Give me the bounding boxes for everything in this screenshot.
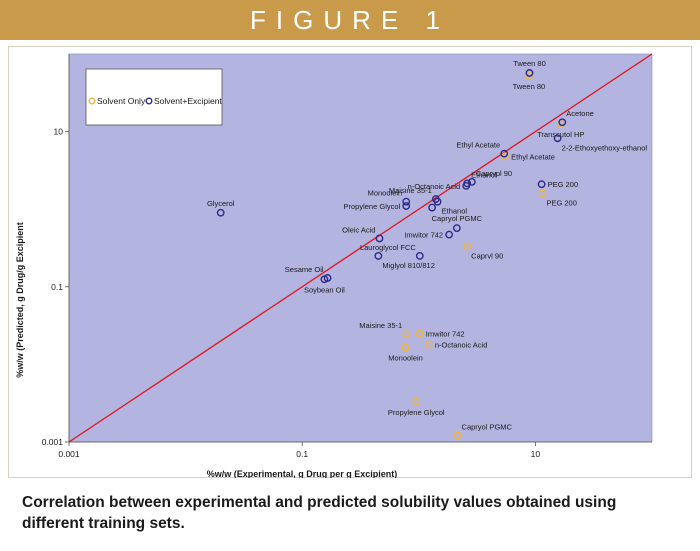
point-solvent-excipient-10 xyxy=(402,202,411,210)
point-label-solvent-excipient-9: Monoolein xyxy=(368,189,403,198)
point-solvent-only-4 xyxy=(463,242,472,251)
point-solvent-excipient-4 xyxy=(537,180,546,189)
point-label-solvent-excipient-4: PEG 200 xyxy=(548,180,578,189)
point-label-solvent-excipient-0: Tween 80 xyxy=(513,59,546,68)
point-label-solvent-excipient-6: Ethanol xyxy=(471,170,497,179)
figure-banner: FIGURE 1 xyxy=(0,0,700,40)
point-label-solvent-only-4: Caprvl 90 xyxy=(471,252,503,261)
y-tick-label-1: 0.1 xyxy=(51,282,63,292)
scatter-chart: 0.001 0.1 10 0.001 0.1 10 Tween 80 Transcutol H… xyxy=(15,53,653,478)
point-solvent-excipient-15 xyxy=(445,230,454,239)
legend-marker-solvent-excipient xyxy=(145,97,153,105)
point-label-solvent-only-0: Tween 80 xyxy=(513,82,546,91)
figure-caption: Correlation between experimental and pre… xyxy=(22,494,617,532)
point-solvent-only-6 xyxy=(415,329,424,338)
y-tick-label-0: 0.001 xyxy=(42,437,64,447)
legend-marker-solvent-only xyxy=(88,97,96,105)
point-label-solvent-excipient-13: Glycerol xyxy=(207,199,235,208)
point-label-solvent-excipient-2: 2-2-Ethoxyethoxy-ethanol xyxy=(562,143,648,152)
point-solvent-only-0 xyxy=(525,72,533,80)
y-axis-label: %w/w (Predicted, g Drug/g Excipient xyxy=(15,222,25,378)
point-solvent-excipient-12 xyxy=(428,203,436,212)
point-solvent-only-5 xyxy=(402,330,411,339)
point-solvent-excipient-0 xyxy=(525,69,534,77)
point-label-solvent-only-3: PEG 200 xyxy=(546,198,576,207)
y-tick-label-2: 10 xyxy=(54,127,64,137)
point-solvent-only-1 xyxy=(556,120,565,128)
point-label-solvent-only-10: Capryol PGMC xyxy=(462,422,513,431)
point-label-solvent-excipient-17: Lauroglycol FCC xyxy=(360,243,416,252)
point-solvent-excipient-13 xyxy=(216,208,225,217)
figure-title: FIGURE 1 xyxy=(250,4,450,35)
point-label-solvent-excipient-19: Sesame Oil xyxy=(285,265,324,274)
point-solvent-excipient-20 xyxy=(320,275,329,284)
point-solvent-excipient-2 xyxy=(553,134,562,143)
x-axis-label: %w/w (Experimental, g Drug per g Excipie… xyxy=(207,469,398,478)
point-solvent-excipient-17 xyxy=(415,252,424,260)
point-label-solvent-only-9: Propylene Glycol xyxy=(388,408,445,417)
legend-label-solvent-only: Solvent Only xyxy=(97,96,146,106)
point-solvent-excipient-5 xyxy=(467,177,476,186)
legend-box xyxy=(85,68,223,126)
legend: Solvent Only Solvent+Excipient xyxy=(85,68,223,126)
point-solvent-only-9 xyxy=(412,397,421,406)
point-solvent-only-3 xyxy=(538,189,547,198)
point-solvent-only-7 xyxy=(401,343,410,352)
point-solvent-only-10 xyxy=(453,431,462,440)
x-tick-label-2: 10 xyxy=(531,449,541,459)
point-label-solvent-excipient-14: Capryol PGMC xyxy=(432,214,483,223)
point-label-solvent-excipient-3: Ethyl Acetate xyxy=(456,141,500,150)
x-tick-label-0: 0.001 xyxy=(58,449,80,459)
point-solvent-excipient-7 xyxy=(462,181,471,190)
point-label-solvent-only-1: Transcutol HP xyxy=(537,130,584,139)
point-solvent-excipient-3 xyxy=(500,149,509,158)
point-solvent-excipient-14 xyxy=(452,224,461,233)
point-label-solvent-excipient-16: Oleic Acid xyxy=(342,225,375,234)
point-label-solvent-only-7: Monoolein xyxy=(388,354,423,363)
point-label-solvent-excipient-8: Maisine 35-1 xyxy=(389,186,432,195)
point-solvent-excipient-9 xyxy=(402,197,411,206)
point-label-solvent-excipient-1: Acetone xyxy=(566,109,594,118)
point-label-solvent-excipient-5: Caprypl 90 xyxy=(476,169,512,178)
point-label-solvent-excipient-18: Miglyol 810/812 xyxy=(382,261,435,270)
point-label-solvent-excipient-10: Propylene Glycol xyxy=(344,202,401,211)
point-solvent-excipient-16 xyxy=(375,234,384,243)
identity-line xyxy=(68,53,653,443)
point-label-solvent-only-5: Maisine 35-1 xyxy=(359,321,402,330)
point-label-solvent-only-6: Imwitor 742 xyxy=(426,330,465,339)
point-label-solvent-excipient-7: n-Octanoic Acid xyxy=(408,182,461,191)
point-solvent-excipient-11 xyxy=(433,197,442,206)
point-label-solvent-excipient-11: Ethanol xyxy=(442,207,468,216)
point-label-solvent-excipient-20: Soybean Oil xyxy=(304,285,345,294)
point-solvent-only-8 xyxy=(424,340,433,349)
point-solvent-excipient-18 xyxy=(374,252,383,260)
point-label-solvent-only-8: n-Octanoic Acid xyxy=(435,341,488,350)
point-label-solvent-only-2: Ethyl Acetate xyxy=(511,152,555,161)
x-tick-label-1: 0.1 xyxy=(296,449,308,459)
point-label-solvent-excipient-15: Imwitor 742 xyxy=(404,231,443,240)
point-solvent-excipient-1 xyxy=(558,118,567,127)
legend-label-solvent-excipient: Solvent+Excipient xyxy=(154,96,222,106)
